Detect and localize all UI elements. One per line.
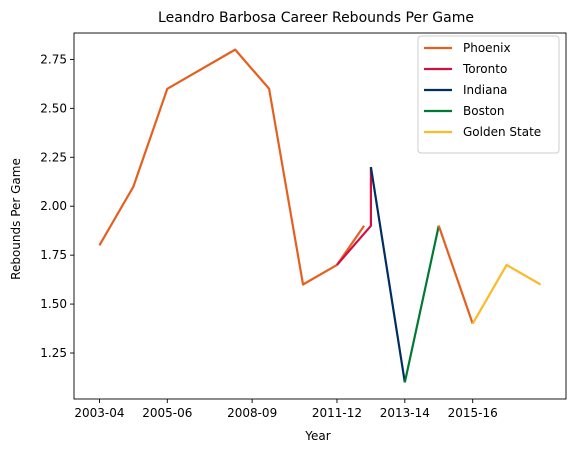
x-axis-label: Year [304,429,330,443]
series-line-1 [336,167,372,266]
legend-label: Toronto [462,62,507,76]
x-tick-label: 2015-16 [448,406,498,420]
legend-label: Indiana [463,83,507,97]
chart-title: Leandro Barbosa Career Rebounds Per Game [158,10,474,26]
legend-label: Phoenix [463,41,511,55]
x-tick-label: 2011-12 [312,406,362,420]
x-axis: 2003-04 2005-06 2008-09 2011-12 2013-14 2015-… [74,399,498,420]
y-tick-label: 1.25 [40,346,67,360]
x-tick-label: 2013-14 [380,406,430,420]
y-tick-label: 2.75 [40,52,67,66]
x-tick-label: 2008-09 [227,406,277,420]
series-line-4 [437,225,474,325]
x-tick-label: 2005-06 [142,406,192,420]
legend-label: Boston [463,104,504,118]
y-tick-label: 2.00 [40,199,67,213]
y-tick-label: 2.25 [40,150,67,164]
plot-frame [73,32,567,400]
series-line-5 [471,263,542,325]
y-axis: 1.25 1.50 1.75 2.00 2.25 2.50 2.75 [40,52,74,360]
series-line-3 [403,225,440,383]
legend-label: Golden State [463,125,541,139]
y-tick-label: 1.50 [40,297,67,311]
plot-area [98,48,542,383]
y-axis-label: Rebounds Per Game [9,158,23,280]
legend: Phoenix Toronto Indiana Boston Golden State [417,35,560,154]
x-tick-label: 2003-04 [74,406,124,420]
series-line-0 [98,48,366,286]
legend-box [417,35,560,154]
y-tick-label: 1.75 [40,248,67,262]
series-line-2 [369,166,406,383]
y-tick-label: 2.50 [40,101,67,115]
